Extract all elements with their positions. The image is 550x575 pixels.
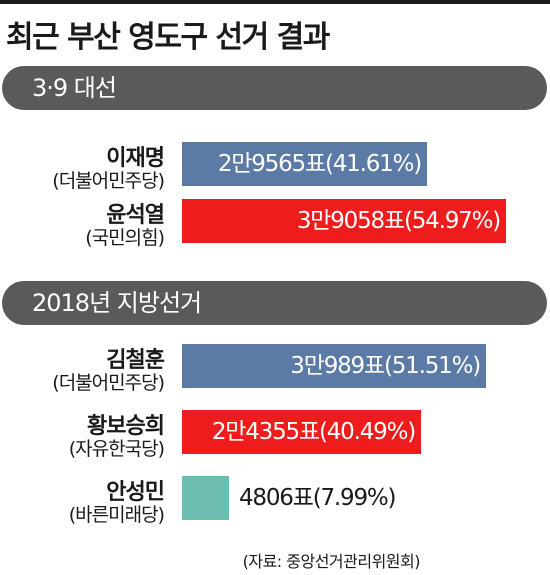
candidate-party: (더불어민주당) — [52, 170, 165, 192]
candidate-name: 윤석열 — [106, 203, 165, 228]
chart-title: 최근 부산 영도구 선거 결과 — [6, 20, 330, 55]
candidate-name: 김철훈 — [106, 348, 165, 373]
candidate-party: (자유한국당) — [68, 438, 165, 460]
candidate-party: (더불어민주당) — [52, 372, 165, 394]
section-header-local: 2018년 지방선거 — [2, 281, 547, 325]
bar-value-label: 3만9058표(54.97%) — [296, 208, 501, 234]
candidate-party: (바른미래당) — [68, 504, 165, 526]
vote-bar — [182, 199, 506, 243]
bar-value-label: 3만989표(51.51%) — [290, 353, 481, 379]
section-label-local: 2018년 지방선거 — [32, 289, 202, 317]
top-rule — [0, 0, 550, 4]
vote-bar — [182, 344, 486, 388]
section-label-presidential: 3·9 대선 — [32, 74, 117, 102]
candidate-name: 황보승희 — [87, 414, 165, 439]
vote-bar — [182, 476, 229, 520]
vote-bar — [182, 142, 427, 186]
candidate-name: 이재명 — [106, 146, 165, 171]
bar-value-label: 2만9565표(41.61%) — [217, 151, 422, 177]
vote-bar — [182, 410, 421, 454]
bar-value-label: 4806표(7.99%) — [239, 485, 397, 511]
candidate-name: 안성민 — [106, 480, 165, 505]
source-note: (자료: 중앙선거관리위원회) — [242, 552, 421, 571]
section-header-presidential: 3·9 대선 — [2, 66, 547, 110]
bar-value-label: 2만4355표(40.49%) — [211, 419, 416, 445]
candidate-party: (국민의힘) — [85, 227, 165, 249]
